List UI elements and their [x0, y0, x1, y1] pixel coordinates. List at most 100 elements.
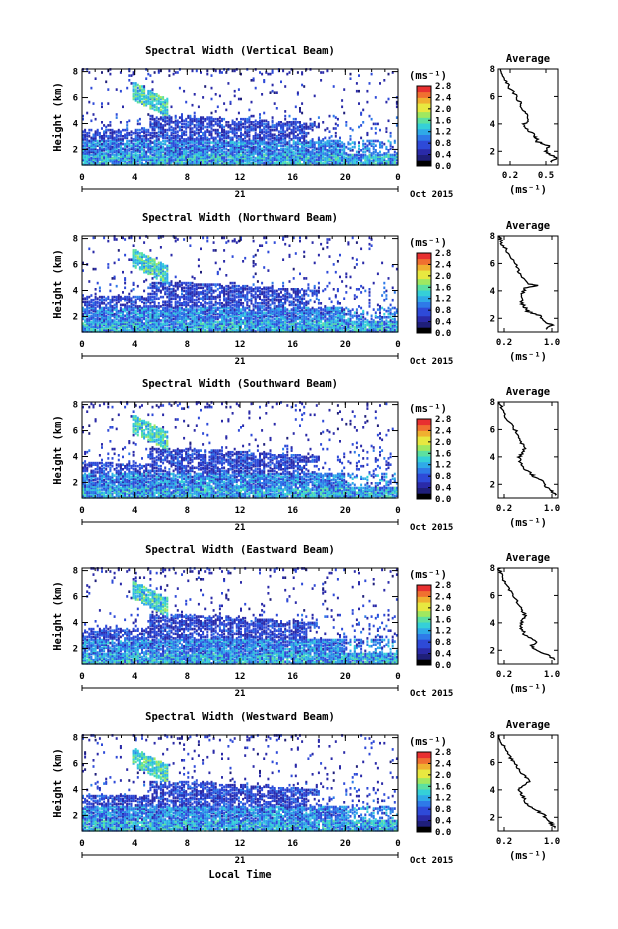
heatmap-cell [233, 147, 236, 151]
heatmap-cell [275, 136, 278, 140]
heatmap-cell [94, 309, 97, 313]
heatmap-cell [208, 125, 211, 129]
heatmap-cell [324, 156, 327, 160]
heatmap-cell [96, 156, 99, 160]
heatmap-cell [183, 295, 186, 299]
heatmap-cell [324, 145, 327, 149]
heatmap-cell [216, 133, 219, 137]
heatmap-cell [124, 326, 127, 330]
heatmap-cell [119, 330, 122, 333]
heatmap-cell [128, 236, 131, 240]
heatmap-cell [379, 145, 381, 149]
heatmap-cell [191, 325, 194, 328]
heatmap-cell [185, 130, 188, 133]
heatmap-cell [210, 323, 213, 327]
heatmap-cell [185, 286, 188, 290]
heatmap-cell [187, 145, 190, 149]
heatmap-cell [151, 260, 154, 263]
heatmap-cell [191, 330, 194, 333]
heatmap-cell [136, 306, 139, 310]
heatmap-cell [360, 149, 363, 152]
heatmap-cell [185, 161, 188, 165]
heatmap-cell [126, 142, 129, 146]
heatmap-cell [138, 141, 141, 144]
heatmap-cell [109, 131, 112, 135]
heatmap-cell [132, 309, 135, 313]
heatmap-cell [153, 295, 156, 299]
heatmap-cell [138, 145, 141, 149]
heatmap-cell [145, 133, 148, 137]
heatmap-cell [113, 308, 116, 311]
heatmap-cell [317, 145, 320, 149]
heatmap-cell [313, 153, 316, 157]
heatmap-cell [164, 303, 167, 307]
heatmap-cell [265, 153, 268, 157]
heatmap-cell [214, 130, 217, 133]
heatmap-cell [183, 147, 186, 151]
heatmap-cell [221, 142, 223, 146]
heatmap-cell [159, 117, 162, 121]
heatmap-cell [301, 147, 304, 151]
heatmap-cell [237, 161, 240, 165]
heatmap-cell [193, 283, 196, 286]
heatmap-cell [151, 159, 154, 163]
heatmap-cell [157, 317, 160, 321]
heatmap-cell [149, 330, 152, 333]
heatmap-cell [109, 283, 112, 286]
heatmap-cell [277, 133, 280, 137]
heatmap-cell [368, 161, 371, 165]
heatmap-cell [141, 258, 143, 261]
heatmap-cell [368, 150, 371, 154]
heatmap-cell [124, 295, 127, 299]
heatmap-cell [132, 328, 135, 332]
heatmap-cell [130, 161, 133, 165]
heatmap-cell [157, 323, 160, 327]
heatmap-cell [206, 292, 209, 296]
heatmap-cell [208, 309, 211, 313]
heatmap-cell [288, 144, 291, 147]
heatmap-cell [176, 306, 179, 310]
heatmap-cell [244, 122, 247, 126]
heatmap-cell [195, 286, 198, 290]
heatmap-cell [92, 150, 95, 154]
heatmap-cell [280, 156, 282, 160]
heatmap-cell [193, 158, 196, 161]
heatmap-cell [143, 158, 146, 161]
heatmap-cell [145, 145, 148, 149]
heatmap-cell [250, 121, 253, 124]
heatmap-cell [153, 155, 156, 158]
heatmap-cell [290, 158, 293, 161]
heatmap-cell [157, 125, 160, 129]
heatmap-cell [126, 144, 129, 147]
heatmap-cell [113, 303, 116, 307]
heatmap-cell [168, 291, 171, 294]
heatmap-cell [92, 142, 95, 146]
heatmap-cell [254, 147, 257, 151]
heatmap-cell [98, 133, 101, 137]
heatmap-cell [134, 139, 137, 143]
heatmap-cell [109, 121, 112, 124]
heatmap-cell [214, 149, 217, 152]
heatmap-cell [138, 297, 141, 300]
heatmap-cell [212, 152, 215, 155]
heatmap-cell [204, 119, 207, 123]
heatmap-cell [138, 97, 141, 101]
heatmap-cell [200, 314, 202, 318]
heatmap-cell [155, 163, 158, 166]
heatmap-cell [178, 139, 181, 143]
heatmap-cell [332, 127, 335, 130]
heatmap-cell [235, 153, 238, 157]
heatmap-cell [385, 153, 388, 157]
heatmap-cell [284, 144, 287, 147]
heatmap-cell [206, 69, 209, 73]
heatmap-cell [334, 153, 337, 157]
heatmap-cell [202, 298, 205, 302]
heatmap-cell [170, 283, 173, 286]
heatmap-cell [136, 163, 139, 166]
heatmap-cell [151, 163, 154, 166]
heatmap-cell [109, 147, 112, 151]
heatmap-cell [82, 117, 84, 121]
heatmap-cell [313, 94, 316, 98]
heatmap-cell [372, 147, 375, 151]
heatmap-cell [296, 150, 299, 154]
